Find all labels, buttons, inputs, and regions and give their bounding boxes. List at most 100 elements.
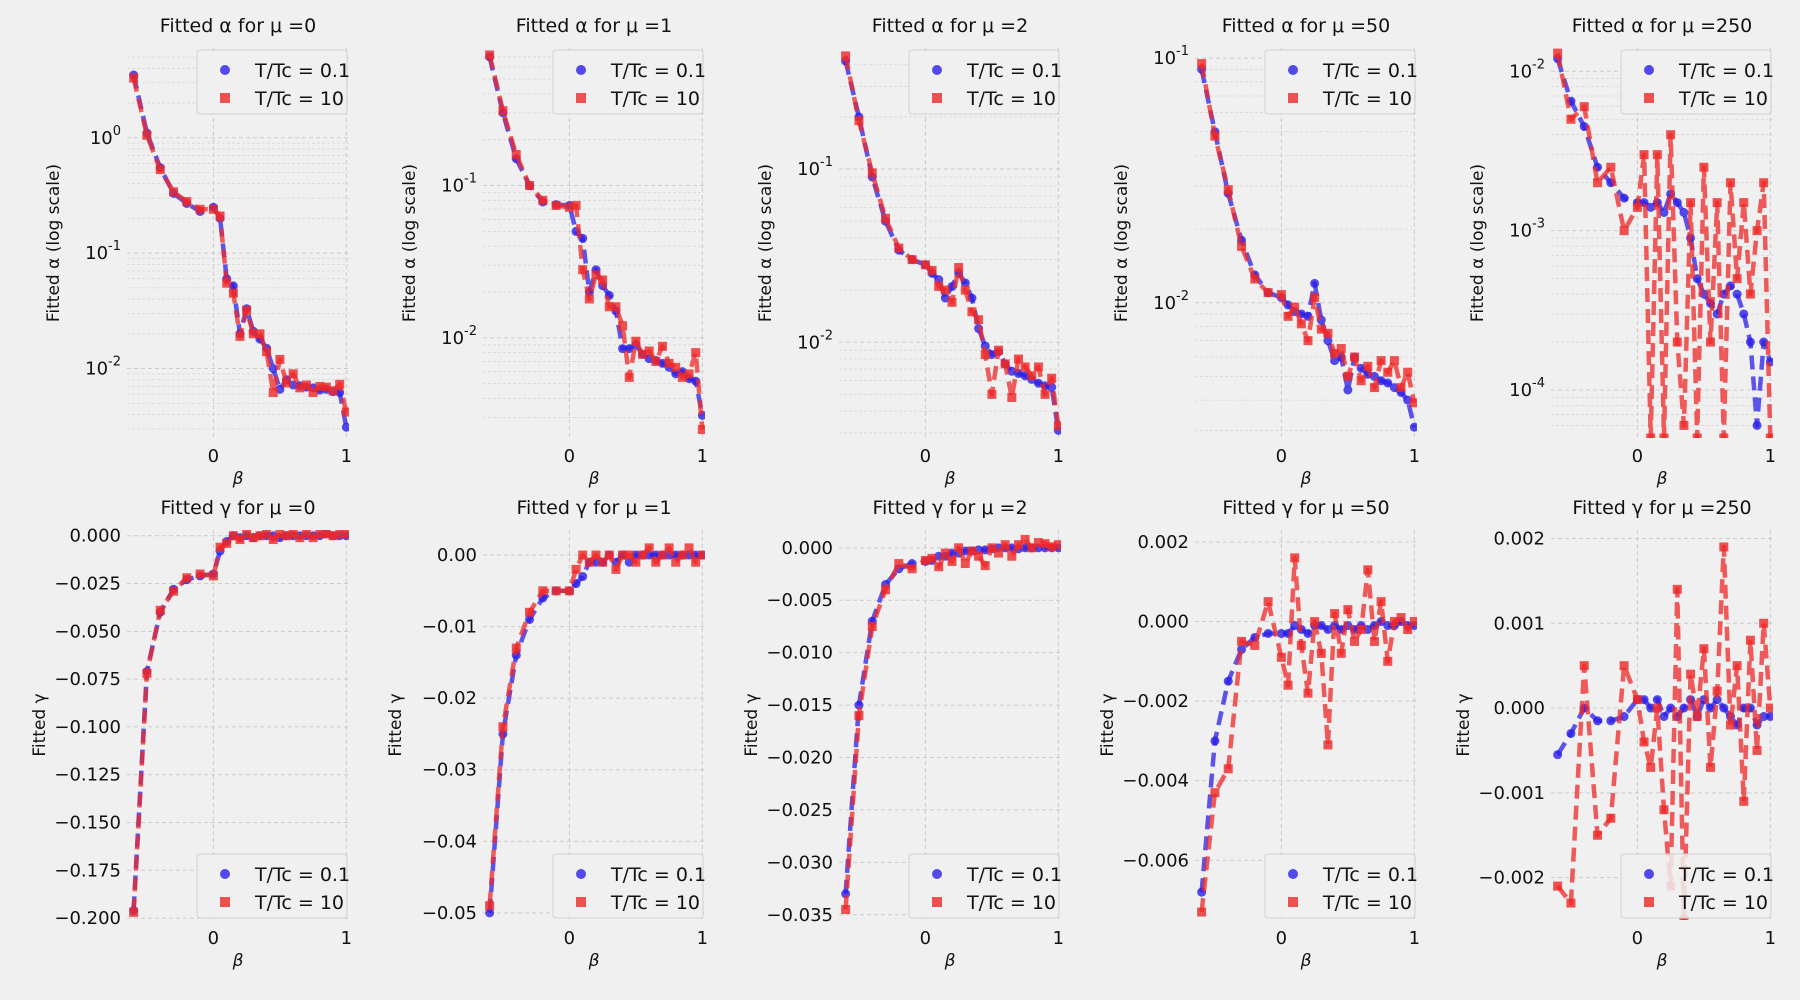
data-point	[1250, 274, 1260, 284]
data-point	[1672, 337, 1682, 347]
y-tick-label-base: 10	[1509, 221, 1532, 242]
y-tick-label: −0.030	[766, 852, 833, 873]
data-point	[268, 387, 278, 397]
data-point	[1223, 764, 1233, 774]
y-tick-label: −0.100	[54, 717, 121, 738]
y-tick-label-base: 10	[85, 359, 108, 380]
y-tick-label: −0.002	[1478, 868, 1545, 889]
data-point	[551, 586, 561, 596]
y-tick-label: 10-1	[797, 155, 833, 180]
subplot-title: Fitted γ for μ =250	[1572, 497, 1751, 519]
data-point	[1732, 274, 1742, 284]
data-point	[1666, 130, 1676, 140]
data-point	[182, 573, 192, 583]
data-point	[1323, 328, 1333, 338]
data-point	[927, 265, 937, 275]
data-point	[485, 908, 495, 918]
data-point	[1389, 617, 1399, 627]
data-point	[1303, 688, 1313, 698]
data-point	[1759, 178, 1769, 188]
data-point	[578, 550, 588, 560]
y-tick-label-exp: -4	[1532, 376, 1545, 391]
data-point	[1752, 420, 1762, 430]
data-point	[485, 901, 495, 911]
data-point	[1350, 352, 1360, 362]
y-tick-label: 100	[90, 124, 121, 149]
data-point	[564, 586, 574, 596]
legend-label: T/Tc = 10	[1322, 892, 1412, 914]
y-tick-label: −0.002	[1122, 691, 1189, 712]
data-point	[1383, 378, 1393, 388]
data-point	[195, 569, 205, 579]
data-point	[1283, 311, 1293, 321]
data-point	[1699, 644, 1709, 654]
legend-marker-circle	[1288, 869, 1298, 879]
data-point	[974, 315, 984, 325]
data-point	[1363, 361, 1373, 371]
data-point	[611, 302, 621, 312]
data-point	[1593, 830, 1603, 840]
legend-marker-square	[576, 93, 586, 103]
data-point	[927, 553, 937, 563]
data-point	[894, 559, 904, 569]
subplot-10: 0.002 0.001 0.000 −0.001 −0.002 0 1 Fitted γ fo…	[1454, 497, 1776, 971]
data-point	[1619, 661, 1629, 671]
data-point	[947, 297, 957, 307]
data-point	[1692, 712, 1702, 722]
y-axis-label: Fitted γ	[386, 693, 406, 756]
data-point	[1639, 737, 1649, 747]
data-point	[525, 614, 535, 624]
data-point	[1033, 362, 1043, 372]
data-point	[1310, 278, 1320, 288]
legend: T/Tc = 0.1 T/Tc = 10	[1264, 853, 1418, 919]
data-point	[1765, 433, 1773, 438]
legend-box	[1264, 853, 1416, 919]
y-axis-label: Fitted α (log scale)	[756, 164, 776, 322]
y-tick-label: 10-1	[441, 172, 477, 197]
x-axis-label: β	[232, 469, 244, 489]
data-point	[1013, 540, 1023, 550]
data-point	[671, 362, 681, 372]
data-point	[1047, 373, 1057, 383]
legend-label: T/Tc = 0.1	[966, 60, 1062, 82]
y-tick-label: 10-4	[1509, 376, 1545, 401]
y-tick-label-base: 10	[797, 159, 820, 180]
data-point	[1330, 349, 1340, 359]
data-point	[1579, 102, 1589, 112]
subplot-title: Fitted α for μ =2	[872, 15, 1028, 37]
y-tick-label-exp: -1	[108, 239, 121, 254]
data-point	[328, 531, 338, 541]
data-point	[1343, 605, 1353, 615]
legend-label: T/Tc = 0.1	[1678, 864, 1774, 886]
data-point	[215, 542, 225, 552]
series-line-1	[131, 74, 349, 428]
y-tick-label: 0.00	[437, 545, 477, 566]
y-tick-label: −0.05	[422, 903, 477, 924]
data-point	[624, 550, 634, 560]
x-axis-label: β	[588, 469, 600, 489]
y-tick-label: −0.025	[766, 800, 833, 821]
data-point	[677, 550, 687, 560]
data-point	[697, 425, 705, 435]
data-point	[1553, 48, 1563, 58]
x-tick-label: 0	[1632, 928, 1643, 949]
data-point	[1383, 656, 1393, 666]
legend-marker-circle	[220, 65, 230, 75]
y-tick-label: 10-2	[1509, 57, 1545, 82]
legend-box	[1620, 853, 1772, 919]
legend-marker-square	[220, 897, 230, 907]
legend-marker-circle	[1288, 65, 1298, 75]
y-tick-label-exp: -2	[1532, 57, 1545, 72]
data-point	[142, 130, 152, 140]
y-tick-label: 0.002	[1493, 528, 1545, 549]
data-point	[651, 557, 661, 567]
data-point	[1310, 617, 1320, 627]
data-point	[934, 562, 944, 572]
y-tick-label-base: 10	[1509, 380, 1532, 401]
data-point	[604, 302, 614, 312]
data-point	[255, 329, 265, 339]
data-point	[1263, 288, 1273, 298]
data-point	[624, 372, 634, 382]
data-point	[1210, 131, 1220, 141]
